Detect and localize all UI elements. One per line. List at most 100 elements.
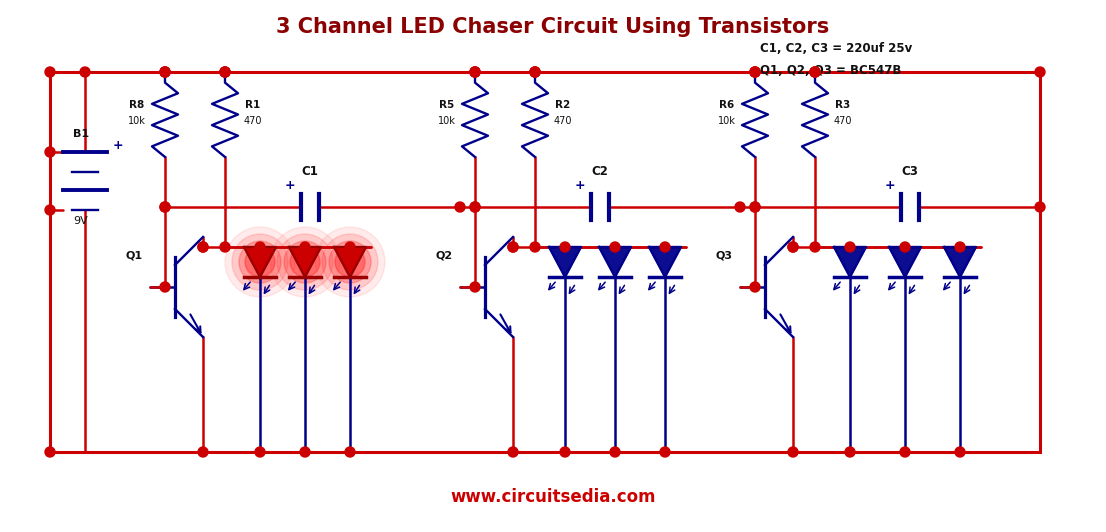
Circle shape xyxy=(284,241,326,283)
Circle shape xyxy=(45,67,55,77)
Circle shape xyxy=(345,242,355,252)
Circle shape xyxy=(246,247,275,277)
Circle shape xyxy=(530,67,540,77)
Circle shape xyxy=(232,234,288,290)
Circle shape xyxy=(45,205,55,215)
Polygon shape xyxy=(334,247,366,277)
Text: +: + xyxy=(113,139,124,152)
Circle shape xyxy=(750,202,760,212)
Text: C2: C2 xyxy=(592,165,608,178)
Circle shape xyxy=(470,202,480,212)
Polygon shape xyxy=(244,247,276,277)
Circle shape xyxy=(954,447,966,457)
Circle shape xyxy=(560,242,570,252)
Polygon shape xyxy=(599,247,632,277)
Circle shape xyxy=(508,447,518,457)
Circle shape xyxy=(300,447,310,457)
Text: 470: 470 xyxy=(554,115,572,126)
Text: Q2: Q2 xyxy=(435,251,452,261)
Circle shape xyxy=(160,202,170,212)
Text: C1, C2, C3 = 220uf 25v: C1, C2, C3 = 220uf 25v xyxy=(760,42,912,55)
Circle shape xyxy=(1035,202,1045,212)
Circle shape xyxy=(530,67,540,77)
Text: R1: R1 xyxy=(246,99,261,110)
Text: Q1: Q1 xyxy=(125,251,143,261)
Circle shape xyxy=(900,447,910,457)
Polygon shape xyxy=(549,247,581,277)
Circle shape xyxy=(80,67,90,77)
Circle shape xyxy=(845,242,855,252)
Circle shape xyxy=(220,67,230,77)
Circle shape xyxy=(255,447,265,457)
Circle shape xyxy=(160,67,170,77)
Circle shape xyxy=(270,227,340,297)
Circle shape xyxy=(845,447,855,457)
Circle shape xyxy=(750,202,760,212)
Circle shape xyxy=(735,202,745,212)
Circle shape xyxy=(45,447,55,457)
Circle shape xyxy=(787,447,799,457)
Circle shape xyxy=(315,227,385,297)
Text: 10k: 10k xyxy=(128,115,146,126)
Circle shape xyxy=(530,242,540,252)
Circle shape xyxy=(335,247,365,277)
Circle shape xyxy=(750,67,760,77)
Circle shape xyxy=(530,67,540,77)
Polygon shape xyxy=(945,247,975,277)
Circle shape xyxy=(220,67,230,77)
Circle shape xyxy=(470,67,480,77)
Text: Q3: Q3 xyxy=(714,251,732,261)
Circle shape xyxy=(470,67,480,77)
Circle shape xyxy=(660,242,670,252)
Circle shape xyxy=(160,67,170,77)
Circle shape xyxy=(810,67,820,77)
Polygon shape xyxy=(834,247,866,277)
Circle shape xyxy=(810,67,820,77)
Circle shape xyxy=(900,242,910,252)
Circle shape xyxy=(470,282,480,292)
Text: R3: R3 xyxy=(835,99,851,110)
Text: R2: R2 xyxy=(555,99,571,110)
Circle shape xyxy=(750,67,760,77)
Text: B1: B1 xyxy=(73,129,90,139)
Polygon shape xyxy=(649,247,681,277)
Text: www.circuitsedia.com: www.circuitsedia.com xyxy=(450,488,656,506)
Circle shape xyxy=(160,282,170,292)
Circle shape xyxy=(611,242,620,252)
Circle shape xyxy=(810,242,820,252)
Text: R5: R5 xyxy=(439,99,455,110)
Text: Q1, Q2, Q3 = BC547B: Q1, Q2, Q3 = BC547B xyxy=(760,64,901,77)
Circle shape xyxy=(455,202,465,212)
Circle shape xyxy=(508,242,518,252)
Circle shape xyxy=(220,67,230,77)
Text: 3 Channel LED Chaser Circuit Using Transistors: 3 Channel LED Chaser Circuit Using Trans… xyxy=(276,17,830,37)
Circle shape xyxy=(470,67,480,77)
Circle shape xyxy=(328,241,371,283)
Circle shape xyxy=(198,242,208,252)
Circle shape xyxy=(276,234,333,290)
Text: R8: R8 xyxy=(129,99,145,110)
Circle shape xyxy=(300,242,310,252)
Text: 470: 470 xyxy=(243,115,262,126)
Text: +: + xyxy=(285,179,295,192)
Bar xyxy=(50,72,1040,452)
Text: C1: C1 xyxy=(302,165,319,178)
Text: C3: C3 xyxy=(901,165,918,178)
Circle shape xyxy=(225,227,295,297)
Circle shape xyxy=(470,202,480,212)
Circle shape xyxy=(611,447,620,457)
Circle shape xyxy=(787,242,799,252)
Text: 10k: 10k xyxy=(438,115,456,126)
Circle shape xyxy=(220,242,230,252)
Circle shape xyxy=(198,447,208,457)
Circle shape xyxy=(810,67,820,77)
Circle shape xyxy=(160,202,170,212)
Circle shape xyxy=(954,242,966,252)
Text: +: + xyxy=(885,179,896,192)
Circle shape xyxy=(255,242,265,252)
Text: R6: R6 xyxy=(719,99,734,110)
Circle shape xyxy=(45,147,55,157)
Circle shape xyxy=(660,447,670,457)
Circle shape xyxy=(1035,67,1045,77)
Text: +: + xyxy=(575,179,585,192)
